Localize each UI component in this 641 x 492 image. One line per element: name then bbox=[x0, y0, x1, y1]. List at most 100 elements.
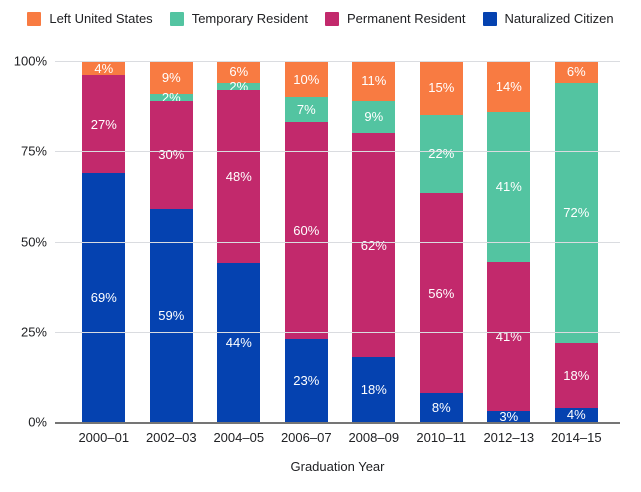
bar-slot: 4% 18% 72% 6% bbox=[543, 61, 611, 422]
stacked-bar: 59% 30% 2% 9% bbox=[149, 61, 193, 422]
x-tick-label: 2000–01 bbox=[78, 430, 130, 445]
bar-slot: 8% 56% 22% 15% bbox=[408, 61, 476, 422]
bar-segment: 41% bbox=[487, 261, 531, 412]
y-tick-label: 75% bbox=[20, 143, 47, 159]
legend-item: Left United States bbox=[27, 11, 153, 26]
bar-segment-label: 18% bbox=[563, 367, 590, 383]
bar-segment-label: 60% bbox=[293, 223, 320, 239]
bar-segment-label: 23% bbox=[293, 372, 320, 388]
bar-segment: 18% bbox=[352, 357, 396, 422]
x-tick-label: 2010–11 bbox=[416, 430, 467, 445]
bar-segment: 3% bbox=[487, 410, 531, 423]
bar-segment-label: 41% bbox=[495, 179, 522, 195]
bar-segment: 6% bbox=[554, 61, 598, 83]
bar-segment: 8% bbox=[419, 393, 463, 422]
x-axis-title: Graduation Year bbox=[290, 459, 385, 474]
gridline bbox=[55, 151, 620, 153]
bar-segment: 11% bbox=[352, 61, 396, 101]
y-tick-label: 100% bbox=[13, 53, 47, 69]
bar-segment-label: 2% bbox=[161, 89, 181, 105]
bar-segment-label: 59% bbox=[158, 308, 185, 323]
bar-segment: 69% bbox=[82, 172, 126, 422]
bar-segment-label: 9% bbox=[364, 109, 384, 125]
y-tick-label: 50% bbox=[20, 234, 47, 249]
bars: 69% 27% 4% 59% 30% 2% 9% 44% 48% 2% 6% 23% 60% 7% 10% 1… bbox=[70, 61, 611, 423]
bar-segment: 9% bbox=[352, 100, 396, 134]
bar-segment: 6% bbox=[217, 61, 261, 83]
bar-segment-label: 15% bbox=[428, 80, 455, 96]
x-tick-label: 2004–05 bbox=[213, 430, 265, 445]
bar-slot: 44% 48% 2% 6% bbox=[205, 61, 273, 422]
bar-segment: 27% bbox=[82, 75, 126, 173]
x-tick-label: 2012–13 bbox=[483, 430, 535, 445]
bar-segment-label: 6% bbox=[566, 64, 586, 80]
bar-segment: 2% bbox=[149, 89, 193, 105]
bar-segment-label: 48% bbox=[225, 169, 252, 185]
x-tick-label: 2002–03 bbox=[145, 430, 197, 445]
bar-segment: 59% bbox=[149, 209, 193, 422]
bar-segment: 18% bbox=[554, 342, 598, 408]
bar-segment-label: 69% bbox=[90, 289, 117, 305]
y-axis: 0% 25% 50% 75% 100% bbox=[0, 54, 47, 430]
gridline bbox=[55, 61, 620, 62]
stacked-bar: 23% 60% 7% 10% bbox=[284, 61, 328, 422]
bar-segment: 10% bbox=[284, 61, 328, 98]
bar-segment-label: 10% bbox=[293, 71, 320, 87]
bar-slot: 3% 41% 41% 14% bbox=[475, 61, 543, 423]
y-tick-label: 0% bbox=[28, 414, 47, 430]
bar-segment: 60% bbox=[284, 122, 328, 339]
bar-segment-label: 44% bbox=[225, 335, 252, 351]
bar-slot: 69% 27% 4% bbox=[70, 61, 138, 422]
bar-segment-label: 9% bbox=[161, 69, 181, 85]
bar-segment: 4% bbox=[82, 60, 126, 76]
bar-segment-label: 41% bbox=[495, 328, 522, 344]
bar-segment: 56% bbox=[419, 193, 463, 394]
bar-segment: 7% bbox=[284, 97, 328, 123]
legend-swatch bbox=[482, 11, 497, 26]
stacked-bar: 3% 41% 41% 14% bbox=[487, 61, 531, 423]
legend-swatch bbox=[169, 11, 184, 26]
stacked-bar: 69% 27% 4% bbox=[82, 60, 126, 422]
bar-slot: 23% 60% 7% 10% bbox=[273, 61, 341, 422]
x-tick-label: 2008–09 bbox=[348, 430, 400, 445]
bar-segment: 44% bbox=[217, 263, 261, 422]
bar-segment-label: 7% bbox=[296, 102, 316, 118]
x-axis-labels: 2000–01 2002–03 2004–05 2006–07 2008–09 2010–… bbox=[70, 430, 610, 445]
legend-swatch bbox=[325, 11, 340, 26]
plot-area: 69% 27% 4% 59% 30% 2% 9% 44% 48% 2% 6% 23% 60% 7% 10% 1… bbox=[55, 61, 620, 424]
chart-legend: Left United States Temporary Resident Perm… bbox=[0, 11, 641, 26]
legend-item: Permanent Resident bbox=[325, 11, 466, 26]
bar-segment: 4% bbox=[554, 407, 598, 423]
bar-segment-label: 22% bbox=[428, 146, 455, 162]
stacked-bar: 44% 48% 2% 6% bbox=[217, 61, 261, 422]
legend-swatch bbox=[27, 11, 42, 26]
stacked-bar: 4% 18% 72% 6% bbox=[554, 61, 598, 423]
x-tick-label: 2006–07 bbox=[280, 430, 332, 445]
legend-label: Permanent Resident bbox=[347, 11, 466, 26]
bar-segment-label: 72% bbox=[563, 205, 590, 221]
bar-segment: 9% bbox=[149, 61, 193, 94]
bar-segment: 30% bbox=[149, 100, 193, 210]
legend-item: Naturalized Citizen bbox=[482, 11, 614, 26]
gridline bbox=[55, 331, 620, 333]
bar-segment-label: 6% bbox=[229, 64, 249, 80]
bar-segment: 41% bbox=[487, 112, 531, 262]
legend-label: Naturalized Citizen bbox=[504, 11, 614, 26]
stacked-bar: 8% 56% 22% 15% bbox=[419, 61, 463, 422]
legend-item: Temporary Resident bbox=[169, 11, 309, 26]
bar-segment: 48% bbox=[217, 89, 261, 264]
bar-segment: 2% bbox=[217, 80, 261, 93]
bar-segment: 62% bbox=[352, 133, 396, 358]
bar-segment-label: 56% bbox=[428, 285, 455, 301]
bar-slot: 59% 30% 2% 9% bbox=[138, 61, 206, 422]
bar-segment: 15% bbox=[419, 61, 463, 115]
legend-label: Temporary Resident bbox=[191, 11, 309, 26]
y-tick-label: 25% bbox=[20, 324, 47, 340]
bar-segment-label: 4% bbox=[566, 407, 586, 423]
bar-segment: 23% bbox=[284, 338, 328, 422]
bar-segment: 22% bbox=[419, 114, 463, 194]
bar-segment-label: 4% bbox=[94, 60, 114, 76]
legend-label: Left United States bbox=[49, 11, 153, 26]
bar-segment: 72% bbox=[554, 82, 598, 343]
